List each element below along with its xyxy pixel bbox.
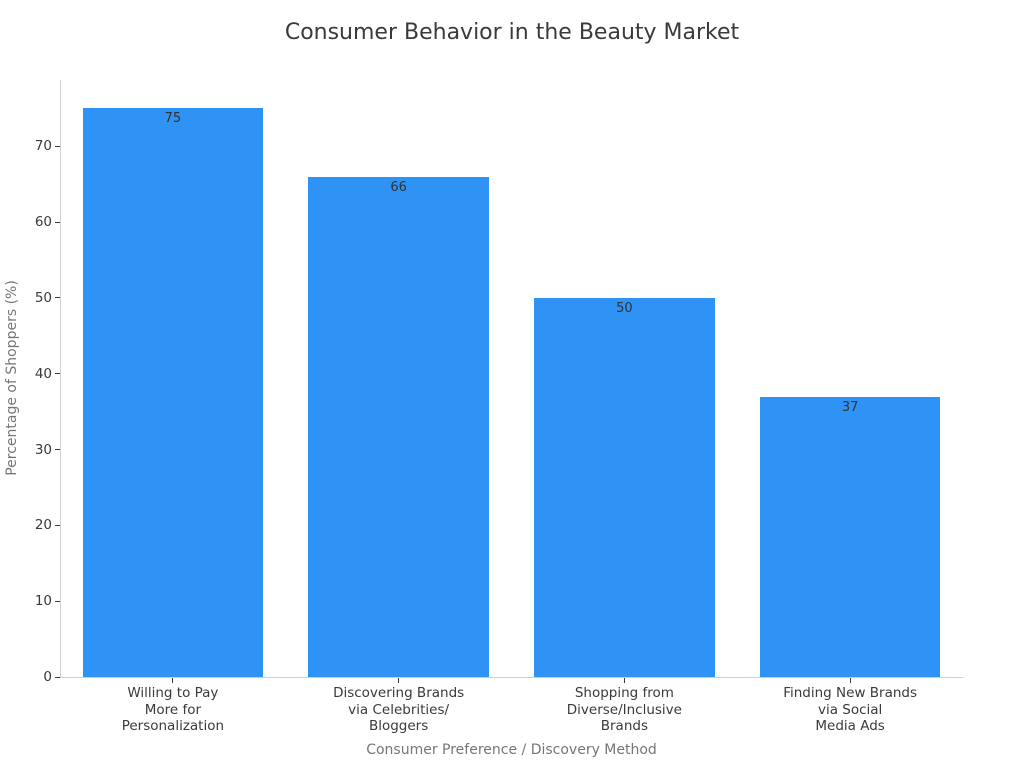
y-tick-label: 60	[34, 214, 52, 231]
x-category-label: Willing to Pay More for Personalization	[121, 685, 225, 734]
chart-title: Consumer Behavior in the Beauty Market	[284, 20, 740, 45]
y-tick	[55, 676, 60, 678]
y-tick	[55, 145, 60, 147]
x-category-label: Discovering Brands via Celebrities/ Blog…	[333, 685, 465, 734]
y-tick	[55, 600, 60, 602]
bar-value-label: 50	[616, 301, 633, 316]
y-tick-label: 0	[43, 669, 52, 685]
y-tick-label: 50	[34, 289, 52, 306]
bar	[82, 108, 264, 677]
x-tick	[398, 678, 400, 683]
x-tick	[172, 678, 174, 683]
x-category-label: Finding New Brands via Social Media Ads	[783, 685, 918, 734]
bar-value-label: 66	[390, 179, 407, 195]
y-tick-label: 30	[34, 441, 52, 458]
bar-value-label: 37	[841, 399, 859, 415]
x-axis-title: Consumer Preference / Discovery Method	[366, 742, 657, 758]
y-tick	[55, 221, 60, 223]
y-tick-label: 10	[34, 593, 52, 610]
y-tick	[55, 373, 60, 375]
x-tick	[623, 678, 625, 683]
bar	[308, 176, 489, 677]
bar	[759, 396, 941, 677]
y-tick	[55, 449, 60, 451]
bar	[534, 298, 715, 677]
x-category-label: Shopping from Diverse/Inclusive Brands	[566, 685, 682, 734]
y-axis-line	[60, 80, 61, 677]
y-tick	[55, 524, 60, 526]
y-tick-label: 70	[34, 138, 52, 155]
y-tick	[55, 297, 60, 299]
y-tick-label: 40	[34, 365, 52, 382]
x-axis-line	[60, 677, 963, 678]
y-tick-label: 20	[34, 517, 52, 534]
bar-value-label: 75	[164, 111, 182, 127]
x-tick	[849, 678, 851, 683]
